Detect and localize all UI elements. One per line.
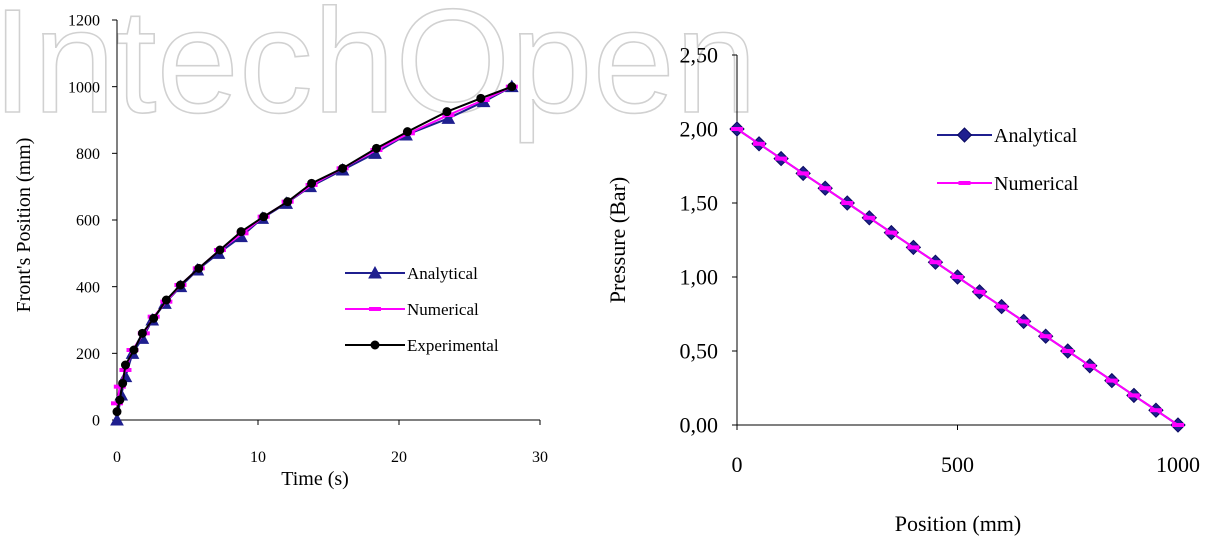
data-point-experimental (259, 212, 269, 222)
x-tick-label: 30 (532, 449, 548, 466)
legend-label: Analytical (407, 264, 478, 283)
data-point-experimental (476, 93, 486, 103)
data-point-experimental (137, 328, 147, 338)
x-tick-label: 1000 (1156, 452, 1200, 477)
y-tick-label: 1000 (68, 79, 100, 96)
data-point-experimental (215, 245, 225, 255)
data-point-numerical (995, 304, 1008, 309)
data-point-experimental (402, 127, 412, 137)
y-tick-label: 2,50 (680, 43, 719, 68)
y-ticks: 0 200 400 600 800 1000 1200 (68, 13, 117, 430)
data-point-analytical (441, 111, 456, 124)
data-point-experimental (175, 280, 185, 290)
y-tick-label: 0,50 (680, 339, 719, 364)
legend-item-numerical: Numerical (345, 300, 479, 319)
data-point-experimental (120, 360, 130, 370)
legend-swatch-marker (956, 127, 973, 143)
y-axis-title: Front's Position (mm) (13, 138, 35, 313)
y-tick-label: 1,00 (680, 265, 719, 290)
data-point-numerical (841, 201, 854, 205)
data-point-numerical (1172, 423, 1184, 427)
data-point-numerical (1127, 393, 1140, 398)
legend: Analytical Numerical Experimental (345, 264, 499, 355)
x-axis-title: Position (mm) (895, 511, 1022, 536)
data-point-experimental (161, 295, 171, 305)
x-axis-title: Time (s) (281, 468, 349, 490)
chart-pressure: 0,00 0,50 1,00 1,50 2,00 2,50 0 500 1000 Positi… (605, 43, 1200, 536)
data-point-numerical (775, 156, 788, 161)
y-tick-label: 1200 (68, 13, 100, 30)
x-tick-label: 10 (250, 449, 266, 466)
data-point-experimental (338, 163, 348, 173)
data-point-numerical (1039, 334, 1052, 339)
data-point-numerical (731, 127, 743, 131)
data-point-experimental (283, 197, 293, 207)
x-tick-label: 0 (732, 452, 743, 477)
y-tick-label: 200 (76, 346, 100, 363)
y-tick-label: 0,00 (680, 413, 719, 438)
data-point-numerical (1149, 408, 1162, 413)
data-point-numerical (929, 260, 942, 265)
legend-swatch-marker (958, 181, 971, 185)
legend-swatch-marker (369, 307, 381, 311)
legend-label: Numerical (994, 173, 1079, 195)
x-tick-label: 20 (391, 449, 407, 466)
data-point-experimental (307, 178, 317, 188)
y-axis-title: Pressure (Bar) (605, 177, 630, 303)
data-point-numerical (973, 289, 986, 294)
data-point-numerical (1017, 319, 1030, 324)
watermark-text: IntechOpen (0, 0, 757, 144)
data-point-experimental (149, 313, 159, 323)
y-tick-label: 2,00 (680, 117, 719, 142)
data-point-experimental (112, 407, 122, 417)
series-group (110, 79, 519, 426)
data-point-experimental (118, 378, 128, 388)
legend-label: Analytical (994, 125, 1078, 147)
x-ticks: 0 10 20 30 (113, 420, 548, 466)
legend: Analytical Numerical (937, 125, 1079, 195)
data-point-numerical (1083, 363, 1096, 368)
legend-item-experimental: Experimental (345, 336, 499, 355)
legend-label: Experimental (407, 336, 499, 355)
chart-front-position: 0 200 400 600 800 1000 1200 0 10 20 30 Time (s) F… (13, 13, 548, 490)
y-ticks: 0,00 0,50 1,00 1,50 2,00 2,50 (680, 43, 737, 438)
data-point-experimental (236, 227, 246, 237)
legend-label: Numerical (407, 300, 479, 319)
y-tick-label: 1,50 (680, 191, 719, 216)
data-point-numerical (863, 215, 876, 220)
data-point-numerical (951, 275, 964, 279)
legend-swatch-marker (368, 265, 382, 279)
data-point-numerical (819, 186, 832, 191)
data-point-experimental (507, 82, 517, 92)
x-ticks: 0 500 1000 (732, 425, 1200, 477)
y-tick-label: 400 (76, 279, 100, 296)
data-point-experimental (129, 345, 139, 355)
data-point-numerical (797, 171, 810, 176)
data-point-experimental (371, 143, 381, 153)
legend-item-analytical: Analytical (345, 264, 478, 283)
series-group (729, 121, 1186, 433)
data-point-numerical (1105, 378, 1118, 383)
y-tick-label: 0 (92, 413, 100, 430)
data-point-experimental (115, 395, 125, 405)
series-experimental (112, 82, 517, 417)
data-point-numerical (907, 245, 920, 250)
data-point-analytical (110, 412, 124, 426)
y-tick-label: 800 (76, 146, 100, 163)
data-point-experimental (442, 107, 452, 117)
x-tick-label: 0 (113, 449, 121, 466)
series-numerical (731, 127, 1184, 427)
y-tick-label: 600 (76, 213, 100, 230)
legend-item-analytical: Analytical (937, 125, 1078, 147)
data-point-experimental (194, 263, 204, 273)
data-point-numerical (885, 230, 898, 235)
legend-item-numerical: Numerical (937, 173, 1079, 195)
data-point-numerical (753, 141, 766, 146)
legend-swatch-marker (370, 340, 380, 350)
data-point-numerical (1061, 349, 1074, 353)
x-tick-label: 500 (941, 452, 974, 477)
